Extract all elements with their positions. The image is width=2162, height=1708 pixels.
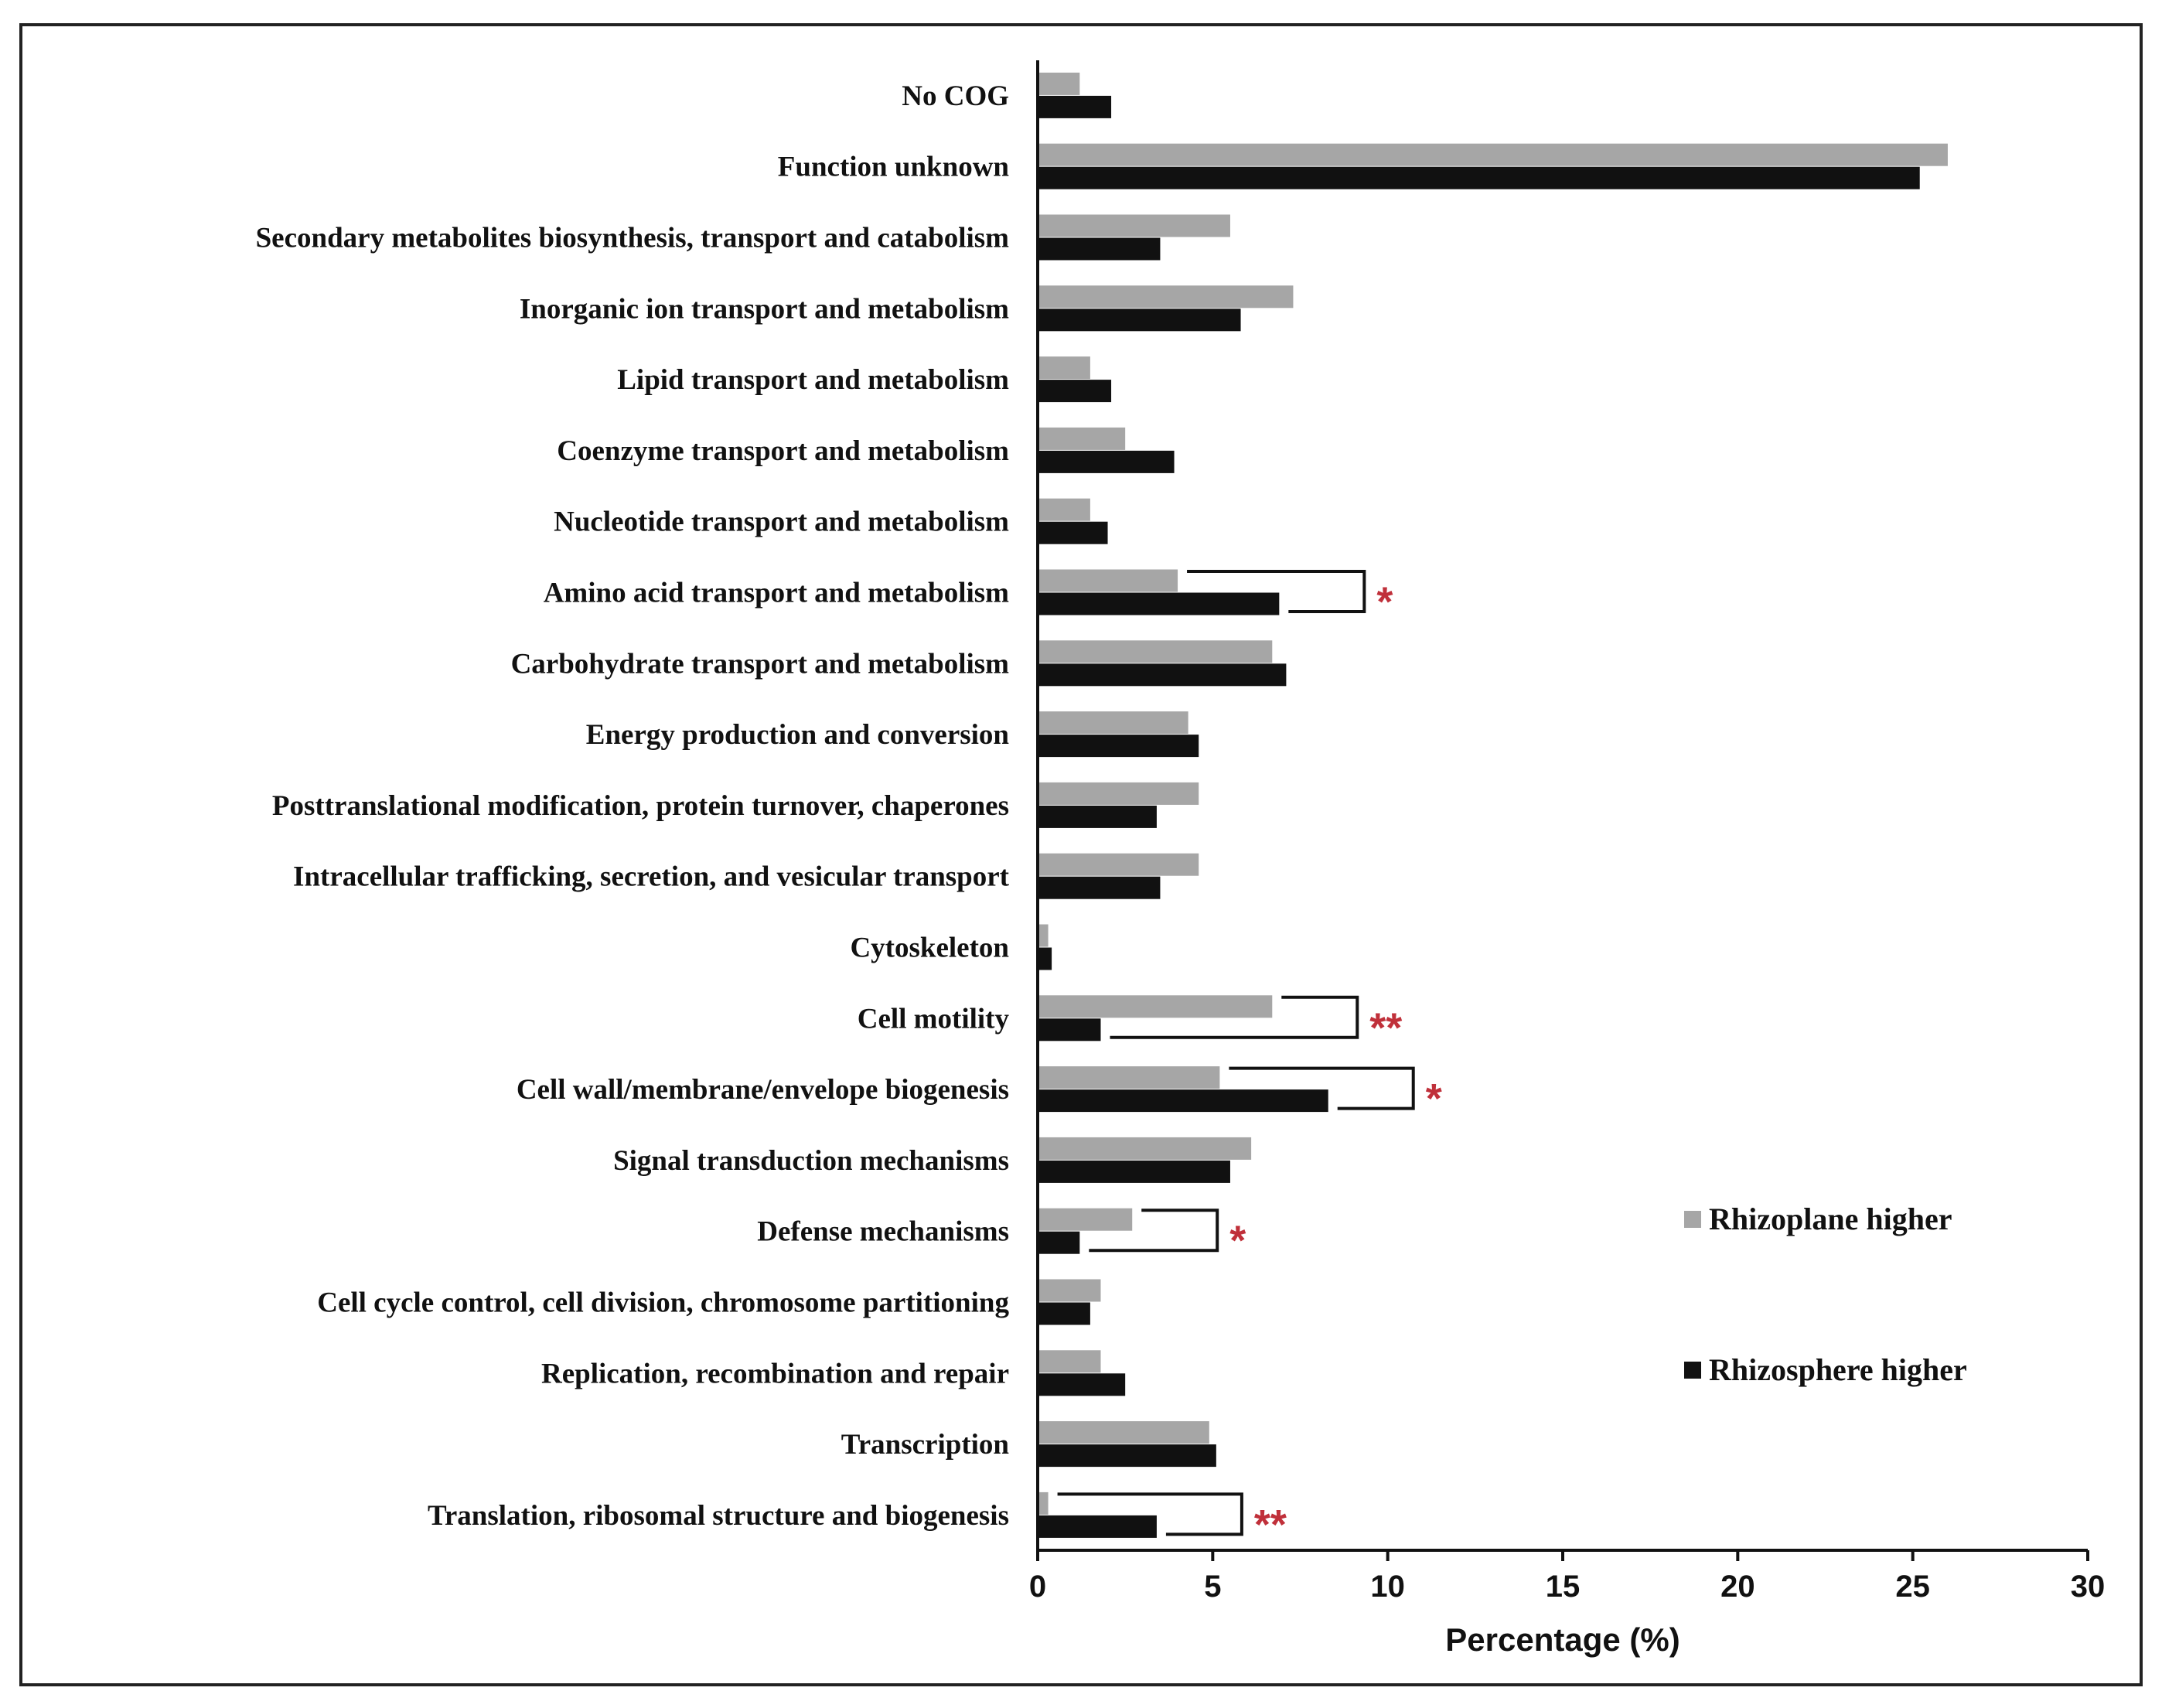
bar-rhizoplane: [1038, 995, 1273, 1018]
category-label: Posttranslational modification, protein …: [272, 790, 1009, 822]
bar-rhizosphere: [1038, 592, 1280, 615]
legend-swatch: [1684, 1362, 1701, 1379]
significance-bracket: [1229, 1066, 1415, 1110]
category-label: Lipid transport and metabolism: [617, 364, 1009, 396]
x-tick-label: 25: [1895, 1570, 1930, 1604]
category-label: No COG: [902, 80, 1009, 112]
category-label: Coenzyme transport and metabolism: [557, 435, 1009, 467]
significance-star: **: [1369, 1004, 1402, 1051]
bar-rhizoplane: [1038, 72, 1080, 95]
bar-rhizosphere: [1038, 309, 1241, 332]
bar-rhizoplane: [1038, 1137, 1252, 1160]
category-label: Inorganic ion transport and metabolism: [520, 293, 1009, 325]
bar-rhizosphere: [1038, 663, 1287, 687]
bar-rhizosphere: [1038, 166, 1920, 189]
bar-rhizoplane: [1038, 782, 1199, 805]
bar-rhizosphere: [1038, 521, 1108, 544]
bar-rhizoplane: [1038, 1492, 1049, 1515]
category-label: Energy production and conversion: [586, 719, 1010, 751]
category-label: Cell cycle control, cell division, chrom…: [317, 1287, 1009, 1319]
category-label: Cytoskeleton: [850, 932, 1009, 964]
category-label: Transcription: [841, 1429, 1010, 1461]
bar-rhizoplane: [1038, 1279, 1101, 1302]
bar-rhizoplane: [1038, 498, 1090, 521]
significance-star: *: [1376, 579, 1393, 626]
bar-rhizosphere: [1038, 450, 1175, 473]
legend-swatch: [1684, 1211, 1701, 1228]
category-label: Carbohydrate transport and metabolism: [511, 648, 1010, 680]
legend-label: Rhizosphere higher: [1709, 1352, 1967, 1387]
bar-rhizoplane: [1038, 356, 1090, 380]
bar-rhizoplane: [1038, 427, 1126, 450]
category-label: Cell motility: [858, 1003, 1010, 1035]
bar-rhizoplane: [1038, 640, 1273, 663]
significance-star: **: [1254, 1502, 1287, 1548]
category-label: Replication, recombination and repair: [541, 1358, 1009, 1389]
bar-rhizoplane: [1038, 285, 1294, 309]
bar-rhizosphere: [1038, 95, 1112, 118]
bar-rhizosphere: [1038, 1515, 1157, 1538]
significance-star: *: [1426, 1076, 1442, 1122]
bar-rhizosphere: [1038, 1231, 1080, 1254]
x-tick-label: 0: [1029, 1570, 1046, 1604]
significance-bracket: [1057, 1492, 1243, 1536]
bar-rhizosphere: [1038, 805, 1157, 828]
bar-rhizosphere: [1038, 735, 1199, 758]
x-tick-label: 30: [2071, 1570, 2106, 1604]
bar-rhizoplane: [1038, 1066, 1220, 1089]
significance-bracket: [1089, 1209, 1219, 1253]
category-label: Signal transduction mechanisms: [613, 1145, 1009, 1177]
bar-rhizosphere: [1038, 1089, 1328, 1113]
bar-rhizoplane: [1038, 569, 1178, 592]
significance-bracket: [1110, 995, 1359, 1039]
x-axis-title: Percentage (%): [1445, 1621, 1679, 1658]
bar-rhizosphere: [1038, 237, 1161, 261]
bar-rhizoplane: [1038, 1421, 1209, 1444]
bar-rhizoplane: [1038, 143, 1948, 166]
bar-rhizosphere: [1038, 947, 1052, 970]
bar-rhizoplane: [1038, 1208, 1133, 1231]
bar-rhizosphere: [1038, 380, 1112, 403]
bar-rhizoplane: [1038, 214, 1230, 237]
category-label: Function unknown: [778, 152, 1010, 183]
bar-rhizoplane: [1038, 711, 1188, 735]
bar-rhizosphere: [1038, 1373, 1126, 1396]
bar-rhizosphere: [1038, 1444, 1216, 1468]
x-tick-label: 20: [1720, 1570, 1755, 1604]
category-label: Amino acid transport and metabolism: [544, 578, 1009, 609]
bar-rhizoplane: [1038, 924, 1049, 947]
x-tick-label: 10: [1370, 1570, 1405, 1604]
category-label: Nucleotide transport and metabolism: [554, 506, 1009, 538]
significance-bracket: [1187, 570, 1366, 613]
category-label: Secondary metabolites biosynthesis, tran…: [256, 223, 1010, 254]
bar-rhizosphere: [1038, 1018, 1101, 1042]
category-label: Defense mechanisms: [757, 1216, 1009, 1248]
category-label: Translation, ribosomal structure and bio…: [428, 1500, 1009, 1532]
significance-star: *: [1229, 1218, 1246, 1264]
category-label: Intracellular trafficking, secretion, an…: [293, 861, 1010, 893]
legend-label: Rhizoplane higher: [1709, 1202, 1952, 1236]
bar-rhizosphere: [1038, 1302, 1090, 1325]
bar-rhizoplane: [1038, 1350, 1101, 1373]
x-tick-label: 5: [1204, 1570, 1221, 1604]
category-label: Cell wall/membrane/envelope biogenesis: [517, 1074, 1009, 1106]
x-tick-label: 15: [1546, 1570, 1581, 1604]
bar-rhizosphere: [1038, 1160, 1230, 1183]
bar-rhizoplane: [1038, 853, 1199, 876]
bar-rhizosphere: [1038, 876, 1161, 899]
